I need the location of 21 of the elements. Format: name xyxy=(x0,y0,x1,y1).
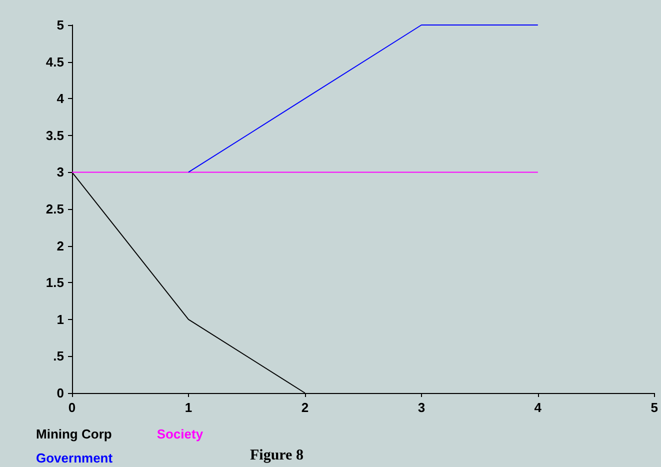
caption: Figure 8 xyxy=(250,448,304,464)
x-tick-label: 3 xyxy=(418,400,426,415)
y-tick-label: 5 xyxy=(56,18,64,32)
x-tick-label: 0 xyxy=(68,400,76,415)
y-tick-label: 3.5 xyxy=(46,128,64,143)
y-tick-label: 2.5 xyxy=(46,202,64,216)
y-tick-label: 1.5 xyxy=(46,275,64,290)
text: Mining Corp xyxy=(36,426,112,442)
x-tick-label: 4 xyxy=(534,400,542,415)
y-tick-label: 0 xyxy=(56,386,64,400)
x-tick-label: 5 xyxy=(650,400,658,415)
y-tick-label: 4.5 xyxy=(46,54,64,70)
text: Government xyxy=(36,450,114,466)
y-tick-label: .5 xyxy=(53,348,64,364)
y-tick-label: 3 xyxy=(56,164,64,180)
x-tick-label: 1 xyxy=(184,400,192,415)
x-tick-label: 2 xyxy=(301,400,309,415)
text: Society xyxy=(156,426,204,442)
y-tick-label: 4 xyxy=(56,91,65,106)
y-tick-label: 1 xyxy=(56,312,64,327)
y-tick-label: 2 xyxy=(56,238,64,254)
